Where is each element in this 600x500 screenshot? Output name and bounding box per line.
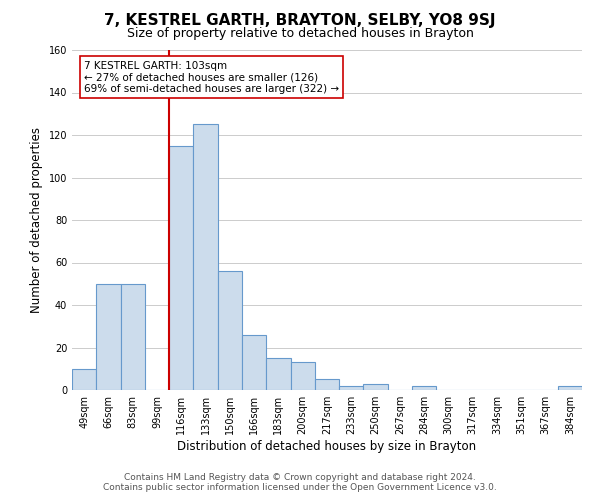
Bar (339, 386, 364, 390)
Bar (412, 386, 436, 390)
Bar (364, 384, 388, 390)
Text: Size of property relative to detached houses in Brayton: Size of property relative to detached ho… (127, 28, 473, 40)
Bar (169, 146, 193, 390)
Bar (266, 358, 290, 390)
Bar (242, 335, 266, 390)
Text: Contains HM Land Registry data © Crown copyright and database right 2024.
Contai: Contains HM Land Registry data © Crown c… (103, 473, 497, 492)
Bar (193, 124, 218, 390)
Bar (290, 362, 315, 390)
Bar (72, 369, 96, 390)
Bar (558, 386, 582, 390)
Bar (96, 284, 121, 390)
Text: 7, KESTREL GARTH, BRAYTON, SELBY, YO8 9SJ: 7, KESTREL GARTH, BRAYTON, SELBY, YO8 9S… (104, 12, 496, 28)
Text: 7 KESTREL GARTH: 103sqm
← 27% of detached houses are smaller (126)
69% of semi-d: 7 KESTREL GARTH: 103sqm ← 27% of detache… (84, 60, 339, 94)
Y-axis label: Number of detached properties: Number of detached properties (30, 127, 43, 313)
X-axis label: Distribution of detached houses by size in Brayton: Distribution of detached houses by size … (178, 440, 476, 453)
Bar (218, 271, 242, 390)
Bar (121, 284, 145, 390)
Bar (315, 380, 339, 390)
